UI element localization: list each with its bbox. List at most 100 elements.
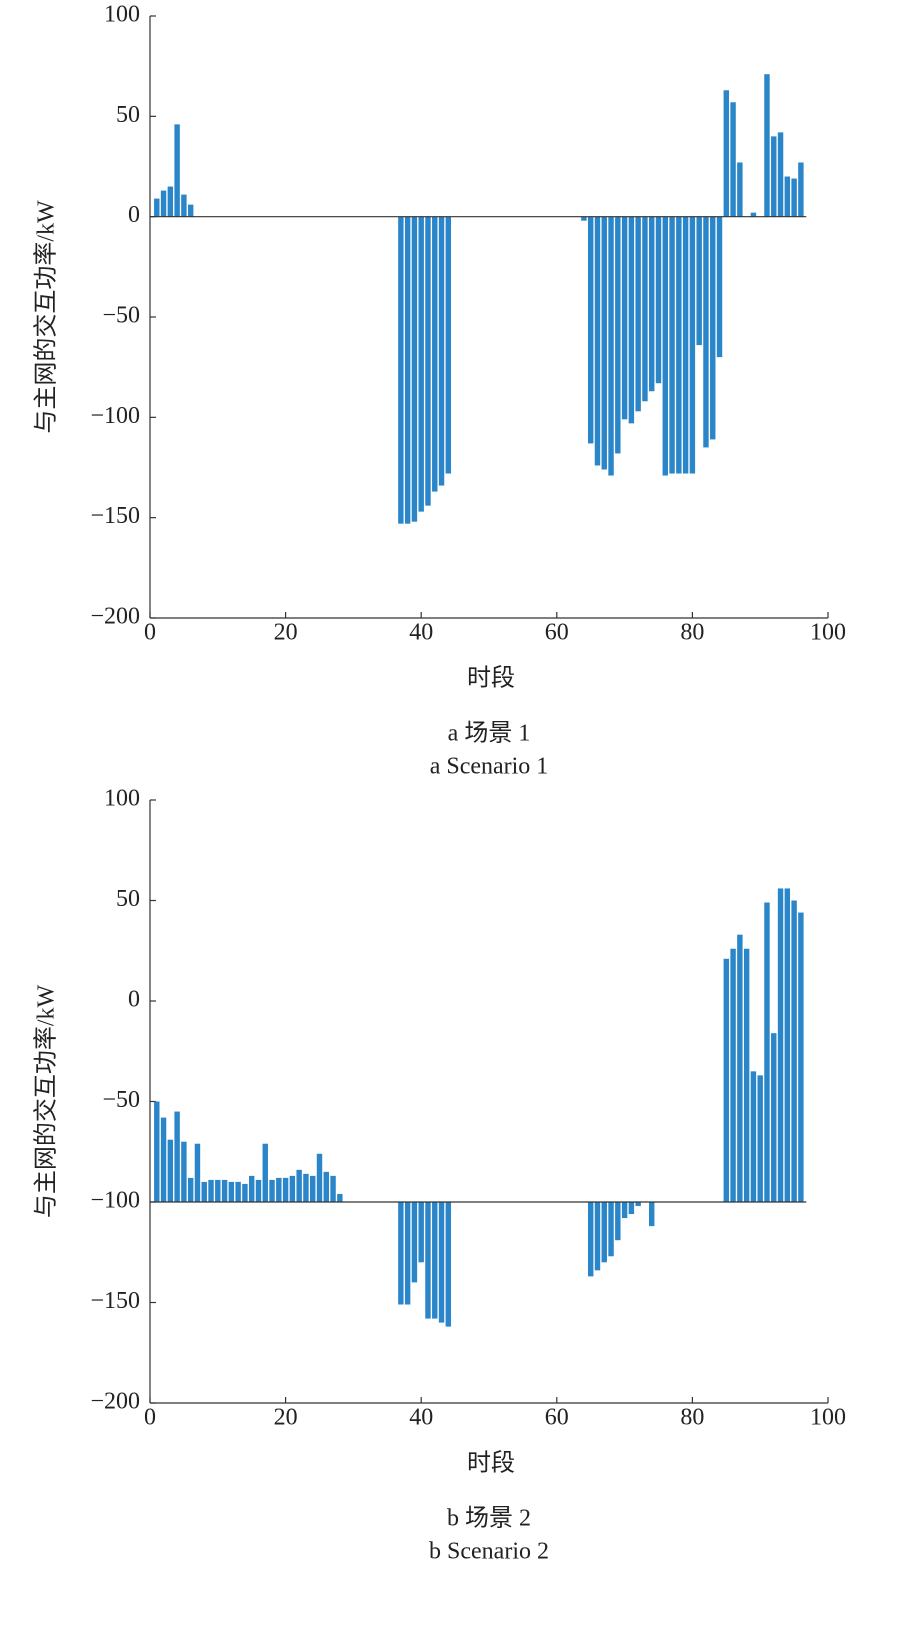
bar — [628, 1202, 635, 1215]
bar — [154, 198, 160, 217]
bar — [798, 912, 804, 1202]
bar — [160, 1117, 167, 1202]
bar — [445, 216, 452, 474]
y-tick-label: −100 — [90, 403, 140, 429]
x-tick-label: 100 — [810, 1405, 846, 1431]
bar — [771, 1033, 777, 1202]
bar — [174, 1111, 180, 1202]
bar — [676, 216, 682, 474]
bar — [310, 1175, 316, 1202]
bar — [594, 216, 601, 466]
bar — [710, 216, 716, 440]
y-tick-label: 100 — [104, 2, 140, 28]
bar — [330, 1175, 336, 1202]
x-tick-label: 100 — [810, 620, 846, 646]
y-tick-label: 50 — [116, 886, 140, 912]
x-tick-label: 60 — [545, 620, 569, 646]
bar — [174, 124, 180, 217]
bar — [154, 1101, 160, 1202]
bar — [750, 1071, 757, 1202]
bar — [181, 1141, 187, 1202]
bar — [425, 216, 431, 506]
bar — [438, 1202, 445, 1323]
bar — [167, 1139, 174, 1202]
bar — [771, 136, 777, 217]
bar — [689, 216, 696, 474]
bar — [601, 1202, 607, 1263]
bar — [791, 178, 797, 217]
bar — [764, 902, 770, 1202]
bar — [248, 1175, 255, 1202]
bar — [784, 176, 791, 217]
bar — [737, 934, 743, 1202]
bar — [723, 958, 730, 1202]
bar — [432, 1202, 438, 1319]
bar — [737, 162, 743, 217]
bar — [608, 216, 614, 476]
caption: a 场景 1 — [448, 721, 531, 747]
bar — [438, 216, 445, 486]
bar — [296, 1169, 302, 1202]
bar — [323, 1171, 329, 1202]
bar — [581, 216, 587, 221]
bar — [425, 1202, 431, 1319]
bar — [649, 216, 655, 392]
x-tick-label: 80 — [680, 1405, 704, 1431]
bar — [242, 1183, 248, 1202]
bar — [262, 1143, 268, 1202]
bar — [615, 216, 621, 454]
bar — [635, 1202, 641, 1207]
y-axis-label: 与主网的交互功率/kW — [33, 200, 60, 434]
bar — [201, 1181, 207, 1202]
x-tick-label: 0 — [144, 620, 156, 646]
bar — [411, 1202, 418, 1283]
bar — [743, 948, 750, 1202]
bar — [791, 900, 797, 1202]
y-tick-label: 0 — [128, 202, 140, 228]
bar — [594, 1202, 601, 1271]
bar — [730, 102, 736, 217]
bar — [784, 888, 791, 1202]
bar — [316, 1153, 323, 1202]
bar — [303, 1173, 309, 1202]
bar — [621, 216, 628, 420]
x-tick-label: 0 — [144, 1405, 156, 1431]
bar — [269, 1179, 275, 1202]
bar — [777, 888, 784, 1202]
caption-en: b Scenario 2 — [429, 1539, 549, 1565]
y-tick-label: 100 — [104, 786, 140, 812]
y-tick-label: −150 — [90, 503, 140, 529]
bar — [221, 1179, 228, 1202]
x-axis-label: 时段 — [467, 665, 515, 692]
x-tick-label: 40 — [409, 620, 433, 646]
bar — [703, 216, 709, 448]
bar — [208, 1179, 214, 1202]
bar — [587, 1202, 594, 1277]
bar — [716, 216, 723, 358]
y-tick-label: −150 — [90, 1288, 140, 1314]
bar — [723, 90, 730, 217]
bar — [282, 1177, 289, 1202]
y-tick-label: −200 — [90, 1389, 140, 1415]
bar — [411, 216, 418, 522]
x-tick-label: 20 — [274, 620, 298, 646]
bar — [635, 216, 641, 412]
y-axis-label: 与主网的交互功率/kW — [33, 984, 60, 1218]
bar — [276, 1177, 282, 1202]
bar — [730, 948, 736, 1202]
bar — [418, 1202, 424, 1263]
bar — [750, 212, 757, 217]
bar — [655, 216, 662, 384]
bar — [642, 216, 648, 402]
bar — [777, 132, 784, 217]
bar — [167, 186, 174, 217]
x-tick-label: 60 — [545, 1405, 569, 1431]
bar — [181, 194, 187, 217]
bar — [398, 1202, 404, 1305]
bar — [682, 216, 689, 474]
caption-en: a Scenario 1 — [430, 754, 549, 780]
bar — [194, 1143, 201, 1202]
bar — [757, 1075, 763, 1202]
bar — [696, 216, 702, 346]
x-tick-label: 80 — [680, 620, 704, 646]
